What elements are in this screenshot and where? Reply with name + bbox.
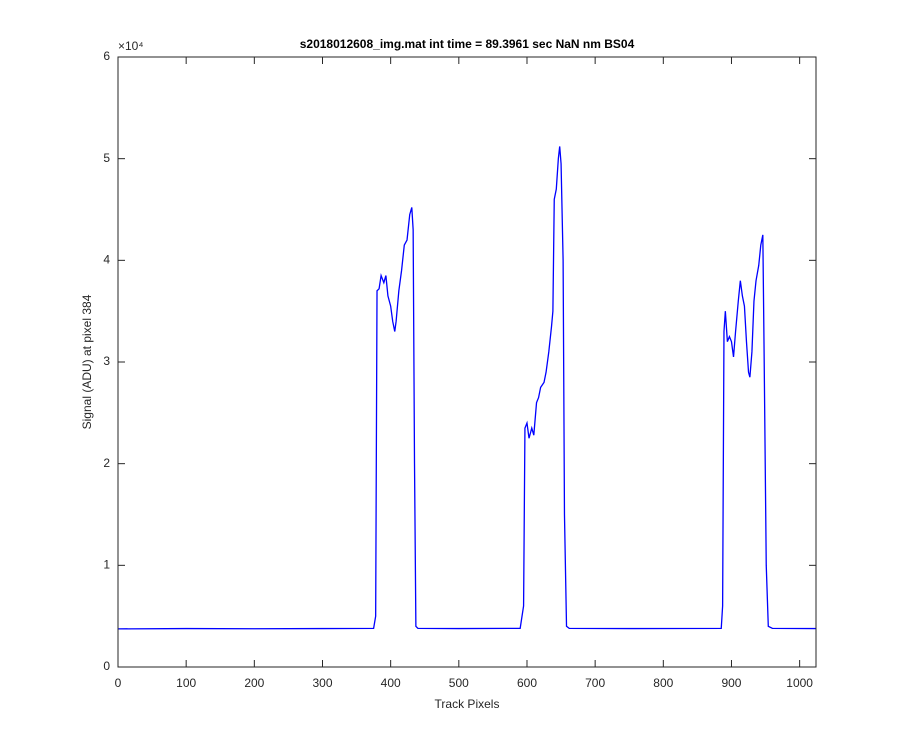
x-axis-label: Track Pixels: [435, 697, 500, 711]
x-tick-label: 0: [115, 676, 122, 690]
y-tick-label: 5: [103, 151, 110, 165]
y-exponent: ×10⁴: [118, 39, 144, 53]
y-tick-label: 0: [103, 659, 110, 673]
x-tick-label: 100: [176, 676, 196, 690]
x-tick-label: 200: [244, 676, 264, 690]
x-tick-label: 1000: [786, 676, 813, 690]
y-tick-label: 4: [103, 253, 110, 267]
x-tick-label: 900: [721, 676, 741, 690]
y-tick-label: 3: [103, 354, 110, 368]
x-tick-label: 300: [312, 676, 332, 690]
y-tick-label: 1: [103, 558, 110, 572]
x-tick-label: 700: [585, 676, 605, 690]
x-tick-label: 500: [449, 676, 469, 690]
y-axis-label: Signal (ADU) at pixel 384: [80, 294, 94, 429]
y-tick-label: 2: [103, 456, 110, 470]
x-tick-label: 600: [517, 676, 537, 690]
chart-title: s2018012608_img.mat int time = 89.3961 s…: [300, 37, 635, 51]
x-tick-label: 800: [653, 676, 673, 690]
x-tick-label: 400: [381, 676, 401, 690]
axes-box: [117, 56, 817, 668]
y-tick-label: 6: [103, 49, 110, 63]
data-line: [117, 146, 817, 630]
